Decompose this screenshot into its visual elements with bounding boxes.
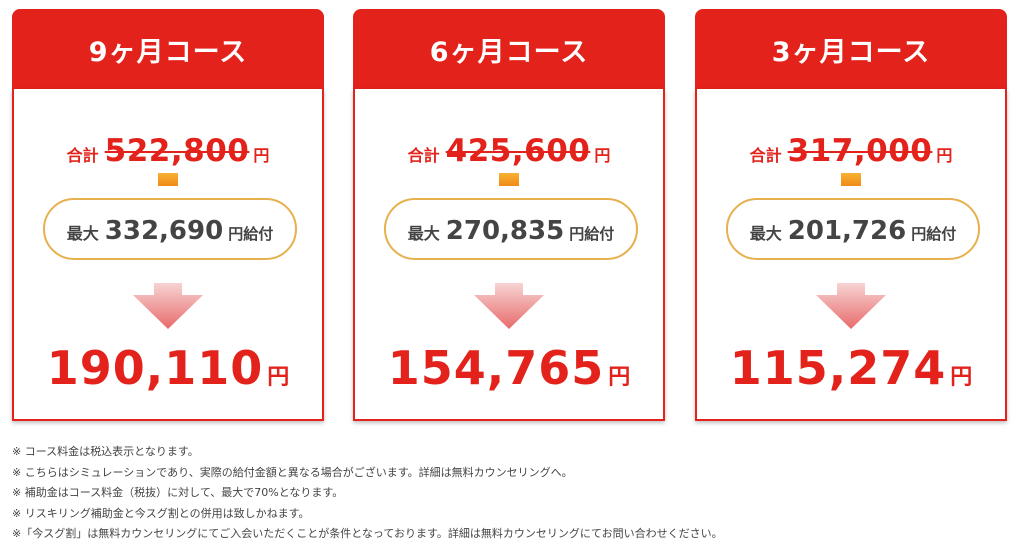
connector-bar	[841, 173, 861, 186]
footnote: ※ こちらはシミュレーションであり、実際の給付金額と異なる場合がございます。詳細…	[12, 465, 573, 479]
course-title: 6ヶ月コース	[353, 9, 665, 89]
course-card-3-months: 3ヶ月コース 合計 317,000 円 最大 201,726 円給付	[695, 9, 1007, 421]
subsidy-label: 最大	[66, 224, 99, 243]
down-arrow-icon	[816, 283, 886, 329]
total-yen: 円	[936, 146, 953, 165]
subsidy-pill: 最大 332,690 円給付	[43, 198, 297, 260]
course-card-body: 合計 425,600 円 最大 270,835 円給付	[353, 89, 665, 421]
course-card-body: 合計 317,000 円 最大 201,726 円給付	[695, 89, 1007, 421]
subsidy-amount: 201,726	[787, 216, 907, 246]
final-yen: 円	[608, 365, 631, 390]
final-price-row: 154,765 円	[355, 341, 663, 395]
final-price: 190,110	[46, 341, 264, 395]
footnote: ※ リスキリング補助金と今スグ割との併用は致しかねます。	[12, 506, 310, 520]
footnote: ※「今スグ割」は無料カウンセリングにてご入会いただくことが条件となっております。…	[12, 527, 723, 540]
total-label: 合計	[749, 146, 782, 165]
final-price: 115,274	[729, 341, 947, 395]
course-card-body: 合計 522,800 円 最大 332,690 円給付	[12, 89, 324, 421]
subsidy-pill: 最大 270,835 円給付	[384, 198, 638, 260]
subsidy-suffix: 円給付	[911, 225, 957, 243]
footnote: ※ 補助金はコース料金（税抜）に対して、最大で70%となります。	[12, 486, 344, 499]
connector-bar	[158, 173, 178, 186]
course-cards: 9ヶ月コース 合計 522,800 円 最大 332,690 円給付	[12, 9, 1008, 421]
total-price-row: 合計 317,000 円	[697, 133, 1005, 169]
subsidy-suffix: 円給付	[228, 225, 274, 243]
subsidy-label: 最大	[407, 224, 440, 243]
down-arrow-icon	[133, 283, 203, 329]
subsidy-suffix: 円給付	[569, 225, 615, 243]
total-price-strikethrough: 425,600	[445, 133, 591, 169]
footnote: ※ コース料金は税込表示となります。	[12, 445, 199, 458]
final-price-row: 190,110 円	[14, 341, 322, 395]
final-yen: 円	[267, 365, 290, 390]
subsidy-amount: 332,690	[104, 216, 224, 246]
total-label: 合計	[66, 146, 99, 165]
course-title: 3ヶ月コース	[695, 9, 1007, 89]
total-yen: 円	[594, 146, 611, 165]
total-price-row: 合計 522,800 円	[14, 133, 322, 169]
course-card-6-months: 6ヶ月コース 合計 425,600 円 最大 270,835 円給付	[353, 9, 665, 421]
final-yen: 円	[950, 365, 973, 390]
final-price-row: 115,274 円	[697, 341, 1005, 395]
total-yen: 円	[253, 146, 270, 165]
down-arrow-icon	[474, 283, 544, 329]
subsidy-amount: 270,835	[445, 216, 565, 246]
total-price-strikethrough: 522,800	[104, 133, 250, 169]
total-price-row: 合計 425,600 円	[355, 133, 663, 169]
total-label: 合計	[407, 146, 440, 165]
total-price-strikethrough: 317,000	[787, 133, 933, 169]
course-card-9-months: 9ヶ月コース 合計 522,800 円 最大 332,690 円給付	[12, 9, 324, 421]
subsidy-label: 最大	[749, 224, 782, 243]
footnotes: ※ コース料金は税込表示となります。 ※ こちらはシミュレーションであり、実際の…	[12, 442, 1012, 545]
subsidy-pill: 最大 201,726 円給付	[726, 198, 980, 260]
connector-bar	[499, 173, 519, 186]
final-price: 154,765	[387, 341, 605, 395]
course-title: 9ヶ月コース	[12, 9, 324, 89]
